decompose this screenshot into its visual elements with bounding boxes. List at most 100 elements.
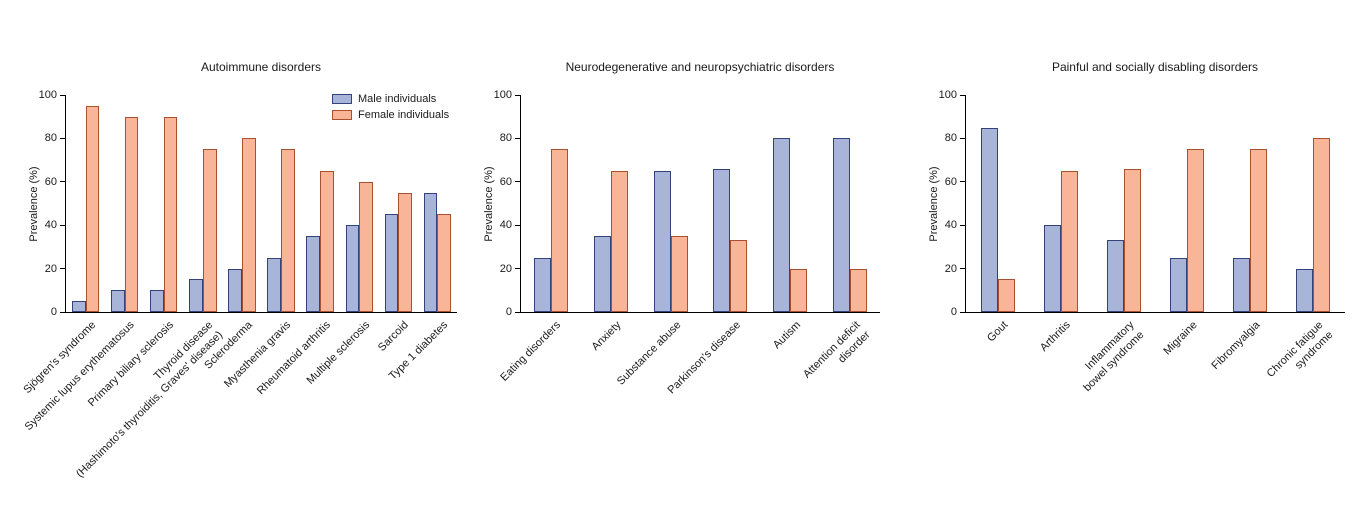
- male-bar: [228, 268, 242, 312]
- y-axis-tick: [515, 137, 520, 139]
- x-axis-label: Migraine: [1161, 319, 1200, 358]
- x-axis-label: Autism: [770, 319, 803, 352]
- female-bar: [670, 236, 688, 312]
- male-bar: [423, 192, 438, 312]
- male-bar: [1106, 240, 1124, 312]
- plot-area: 0 20 40 60 80 100 Eating disorders Anxiety Subst…: [494, 89, 880, 396]
- male-bar: [110, 290, 125, 312]
- y-axis-tick: [60, 137, 65, 139]
- female-bar: [398, 192, 413, 312]
- x-axis-label: Fibromyalgia: [1209, 319, 1263, 373]
- x-axis-label: Eating disorders: [498, 319, 564, 384]
- female-bar: [730, 240, 748, 312]
- female-bar: [281, 149, 295, 312]
- y-axis-tick-label: 0: [950, 306, 957, 318]
- female-bar: [85, 105, 100, 312]
- y-axis-tick: [60, 224, 65, 226]
- legend: Male individuals Female individuals: [332, 93, 449, 121]
- y-axis-tick: [515, 311, 520, 313]
- male-bar: [533, 257, 551, 312]
- y-axis-tick: [960, 181, 965, 183]
- female-bar: [850, 268, 868, 312]
- y-axis-tick-label: 60: [944, 175, 957, 188]
- male-bar: [980, 127, 998, 312]
- x-axis-label: Inflammatory bowel syndrome: [1081, 319, 1147, 394]
- x-axis-label: Sarcoid: [375, 319, 411, 354]
- y-axis-tick-label: 100: [493, 89, 512, 101]
- female-bar: [320, 170, 334, 312]
- female-bar: [359, 181, 373, 312]
- y-axis-tick-label: 0: [505, 306, 512, 318]
- male-bar: [593, 236, 611, 312]
- x-axis-label: Myasthenia gravis: [222, 319, 294, 391]
- male-bar: [653, 170, 671, 312]
- y-axis-tick: [515, 268, 520, 270]
- female-bar: [1250, 149, 1268, 312]
- male-bar: [267, 257, 282, 312]
- y-axis-tick: [960, 268, 965, 270]
- legend-label-female: Female individuals: [358, 109, 450, 121]
- y-axis-tick-label: 40: [44, 219, 57, 232]
- x-axis-label: Anxiety: [589, 319, 624, 353]
- female-bar: [202, 149, 217, 312]
- y-axis-tick-label: 60: [44, 175, 57, 188]
- male-bar: [384, 214, 399, 312]
- y-axis-tick-label: 80: [44, 132, 57, 145]
- y-axis-tick-label: 80: [499, 132, 512, 145]
- y-axis-tick: [960, 94, 965, 96]
- y-axis-tick: [515, 94, 520, 96]
- y-axis-tick: [515, 224, 520, 226]
- legend-label-male: Male individuals: [358, 93, 437, 105]
- male-bar: [1296, 268, 1314, 312]
- y-axis-tick: [60, 181, 65, 183]
- x-axis-label: Gout: [984, 319, 1011, 345]
- plot-area: 0 20 40 60 80 100 Sjögren's syndrome Systemic l…: [21, 89, 457, 480]
- legend-item-male: Male individuals: [332, 93, 449, 105]
- y-axis-tick: [960, 137, 965, 139]
- y-axis-tick-label: 60: [499, 175, 512, 188]
- y-axis-title: Prevalence (%): [928, 166, 940, 242]
- y-axis-tick-label: 20: [44, 262, 57, 275]
- female-legend-swatch: [332, 110, 352, 120]
- male-bar: [1170, 257, 1188, 312]
- y-axis-tick: [60, 268, 65, 270]
- legend-item-female: Female individuals: [332, 109, 449, 121]
- y-axis-tick: [960, 311, 965, 313]
- male-bar: [189, 279, 203, 312]
- chart-panel-autoimmune: Autoimmune disorders Prevalence (%) 0 20 4…: [20, 55, 465, 505]
- female-bar: [997, 279, 1015, 312]
- x-axis-label: Chronic fatigue syndrome: [1265, 319, 1336, 380]
- female-bar: [1123, 168, 1141, 312]
- female-bar: [1187, 149, 1205, 312]
- y-axis-tick-label: 100: [38, 89, 57, 101]
- x-axis-label: Attention deficit disorder: [800, 319, 873, 381]
- male-bar: [1043, 225, 1061, 312]
- female-bar: [1313, 138, 1331, 312]
- male-bar: [1233, 257, 1251, 312]
- female-bar: [241, 138, 256, 312]
- y-axis-tick: [960, 224, 965, 226]
- y-axis-tick-label: 40: [499, 219, 512, 232]
- male-bar: [833, 138, 851, 312]
- plot-area: 0 20 40 60 80 100 Gout Arthritis Inflammatory bow…: [939, 89, 1345, 394]
- x-axis-label: Rheumatoid arthritis: [254, 319, 333, 398]
- y-axis-tick: [515, 181, 520, 183]
- y-axis-title: Prevalence (%): [483, 166, 495, 242]
- y-axis-tick: [60, 94, 65, 96]
- y-axis-tick-label: 20: [499, 262, 512, 275]
- y-axis-title: Prevalence (%): [28, 166, 40, 242]
- chart-title: Autoimmune disorders: [200, 60, 322, 74]
- female-bar: [163, 116, 178, 312]
- male-bar: [150, 290, 164, 312]
- y-axis-tick-label: 80: [944, 132, 957, 145]
- female-bar: [610, 170, 628, 312]
- male-legend-swatch: [332, 94, 352, 104]
- male-bar: [71, 301, 86, 312]
- male-bar: [713, 168, 731, 312]
- x-axis-label: Arthritis: [1038, 319, 1074, 354]
- male-bar: [306, 236, 321, 312]
- y-axis-tick-label: 20: [944, 262, 957, 275]
- female-bar: [437, 214, 452, 312]
- female-bar: [1060, 170, 1078, 312]
- female-bar: [790, 268, 808, 312]
